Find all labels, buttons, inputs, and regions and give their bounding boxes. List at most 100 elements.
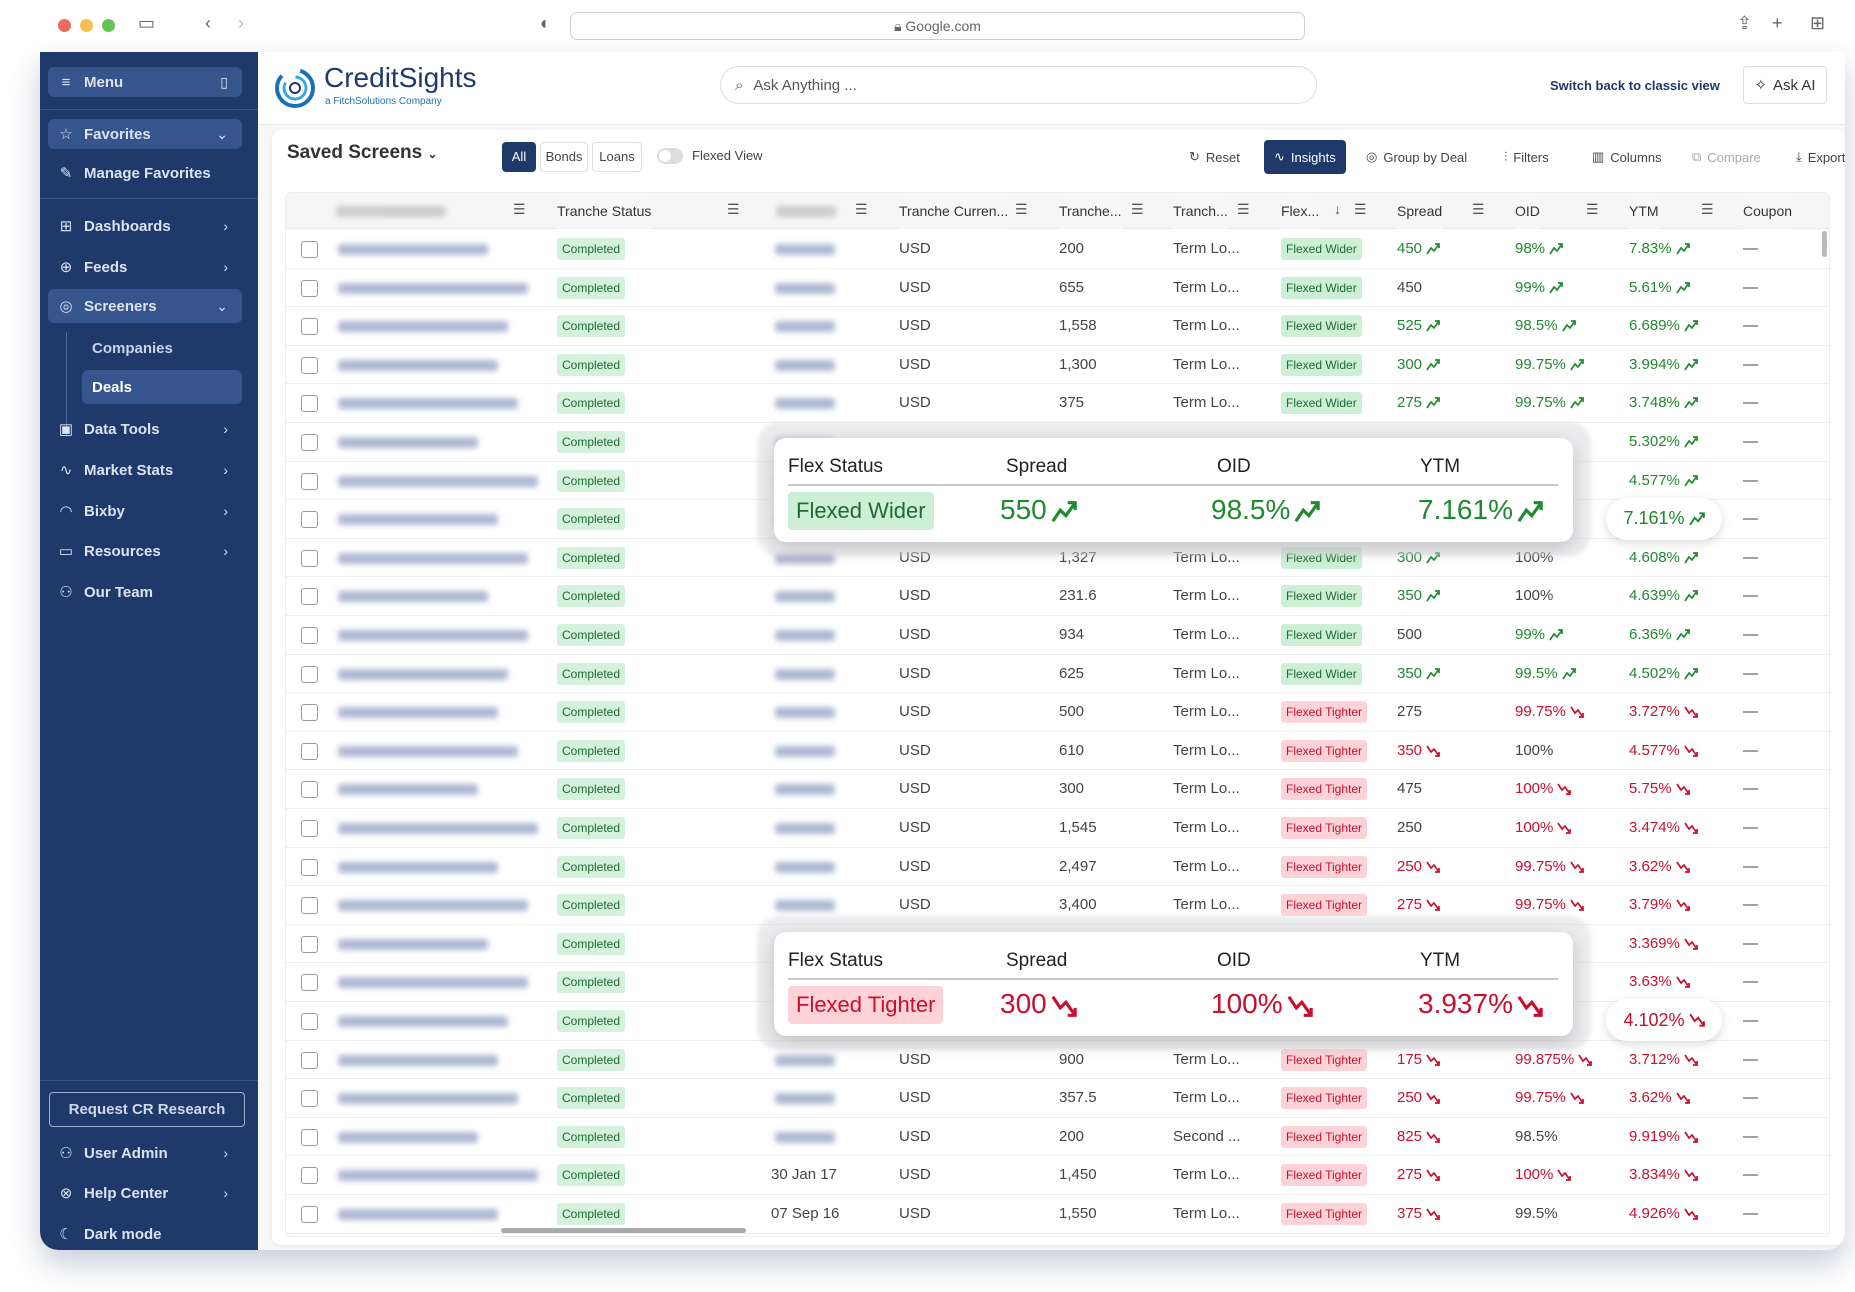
row-checkbox[interactable] (301, 1167, 318, 1185)
columns-button[interactable]: ▥ Columns (1592, 149, 1662, 165)
table-row[interactable]: Completed USD 500 Term Lo... Flexed Tighter 2… (286, 693, 1829, 732)
row-checkbox[interactable] (301, 781, 318, 799)
group-by-deal-button[interactable]: ◎ Group by Deal (1366, 149, 1468, 165)
filter-icon[interactable]: ☰ (1586, 201, 1599, 217)
column-header-tranche-currency[interactable]: Tranche Curren... (899, 193, 1009, 229)
vertical-scrollbar[interactable] (1822, 231, 1827, 257)
filter-icon[interactable]: ☰ (727, 201, 740, 217)
new-tab-icon[interactable]: + (1772, 13, 1783, 33)
sort-descending-icon[interactable]: ↓ (1334, 201, 1341, 217)
table-row[interactable]: Completed USD 200 Second ... Flexed Tighter 8… (286, 1118, 1829, 1157)
sidebar-item-screeners[interactable]: ◎ Screeners ⌄ (48, 289, 242, 323)
table-row[interactable]: Completed USD 610 Term Lo... Flexed Tighter 3… (286, 732, 1829, 771)
row-checkbox[interactable] (301, 897, 318, 915)
column-header-coupon[interactable]: Coupon (1743, 193, 1793, 229)
sidebar-item-help-center[interactable]: ⊗ Help Center › (59, 1184, 228, 1203)
column-header-oid[interactable]: OID (1515, 193, 1540, 229)
row-checkbox[interactable] (301, 356, 318, 374)
filter-icon[interactable]: ☰ (1354, 201, 1367, 217)
row-checkbox[interactable] (301, 627, 318, 644)
filter-icon[interactable]: ☰ (513, 201, 526, 217)
table-row[interactable]: Completed USD 1,558 Term Lo... Flexed Wider 5… (286, 307, 1829, 346)
row-checkbox[interactable] (301, 1090, 318, 1108)
forward-icon[interactable]: › (238, 13, 244, 33)
switch-classic-view-link[interactable]: Switch back to classic view (1550, 78, 1720, 93)
row-checkbox[interactable] (301, 1128, 318, 1146)
compare-button[interactable]: ⧉ Compare (1692, 149, 1761, 165)
row-checkbox[interactable] (301, 1013, 318, 1030)
table-row[interactable]: Completed 30 Jan 17 USD 1,450 Term Lo... Flex… (286, 1156, 1829, 1195)
row-checkbox[interactable] (301, 704, 318, 722)
sidebar-item-user-admin[interactable]: ⚇ User Admin › (59, 1144, 228, 1163)
sidebar-item-manage-favorites[interactable]: ✎ Manage Favorites (59, 164, 211, 183)
minimize-window-button[interactable] (80, 19, 93, 32)
column-header-spread[interactable]: Spread (1397, 193, 1443, 229)
table-row[interactable]: Completed 07 Sep 16 USD 1,550 Term Lo... Flex… (286, 1195, 1829, 1234)
column-header-ytm[interactable]: YTM (1629, 193, 1659, 229)
reset-button[interactable]: ↻ Reset (1189, 149, 1240, 165)
table-row[interactable]: Completed USD 900 Term Lo... Flexed Tighter 1… (286, 1041, 1829, 1080)
export-button[interactable]: ⤓ Export (1796, 149, 1845, 165)
table-row[interactable]: Completed USD 625 Term Lo... Flexed Wider 350… (286, 655, 1829, 694)
ask-ai-button[interactable]: ✧ Ask AI (1743, 66, 1827, 104)
share-icon[interactable]: ⇪ (1737, 13, 1753, 33)
table-row[interactable]: Completed USD 655 Term Lo... Flexed Wider 450… (286, 269, 1829, 308)
collapse-sidebar-icon[interactable]: ▯ (220, 73, 228, 90)
sidebar-item-dashboards[interactable]: ⊞ Dashboards › (59, 217, 228, 236)
row-checkbox[interactable] (301, 395, 318, 413)
close-window-button[interactable] (58, 19, 71, 32)
table-row[interactable]: Completed USD 1,545 Term Lo... Flexed Tighte… (286, 809, 1829, 848)
filter-icon[interactable]: ☰ (1701, 201, 1714, 217)
table-row[interactable]: Completed USD 934 Term Lo... Flexed Wider 500… (286, 616, 1829, 655)
creditsights-logo[interactable] (273, 66, 317, 115)
filters-button[interactable]: ⫶ Filters (1504, 149, 1549, 165)
request-cr-research-button[interactable]: Request CR Research (49, 1092, 245, 1127)
row-checkbox[interactable] (301, 665, 318, 683)
row-checkbox[interactable] (301, 588, 318, 606)
row-checkbox[interactable] (301, 1051, 318, 1069)
row-checkbox[interactable] (301, 511, 318, 529)
search-input[interactable]: ⌕ Ask Anything ... (720, 66, 1317, 104)
table-row[interactable]: Completed USD 200 Term Lo... Flexed Wider 450… (286, 230, 1829, 269)
table-row[interactable]: Completed USD 2,497 Term Lo... Flexed Tighte… (286, 848, 1829, 887)
horizontal-scrollbar[interactable] (501, 1228, 746, 1233)
table-row[interactable]: Completed USD 375 Term Lo... Flexed Wider 275… (286, 384, 1829, 423)
row-checkbox[interactable] (301, 472, 318, 490)
address-bar[interactable]: 🔒︎ Google.com (570, 12, 1305, 40)
filter-all-tab[interactable]: All (502, 142, 536, 172)
sidebar-item-favorites[interactable]: ☆ Favorites ⌄ (48, 119, 242, 149)
filter-bonds-tab[interactable]: Bonds (540, 142, 588, 172)
sidebar-item-market-stats[interactable]: ∿ Market Stats › (59, 461, 228, 480)
sidebar-item-data-tools[interactable]: ▣ Data Tools › (58, 420, 228, 439)
row-checkbox[interactable] (301, 820, 318, 837)
row-checkbox[interactable] (301, 742, 318, 760)
back-icon[interactable]: ‹ (205, 13, 211, 33)
filter-icon[interactable]: ☰ (1237, 201, 1250, 217)
row-checkbox[interactable] (301, 935, 318, 953)
sidebar-toggle-icon[interactable]: ▭ (138, 13, 156, 33)
row-checkbox[interactable] (301, 549, 318, 567)
table-row[interactable]: Completed USD 1,300 Term Lo... Flexed Wider 3… (286, 346, 1829, 385)
saved-screens-dropdown[interactable]: Saved Screens ⌄ (287, 142, 438, 163)
column-header-tranche-status[interactable]: Tranche Status (557, 193, 652, 229)
column-header-tranche-type[interactable]: Tranch... (1173, 193, 1228, 229)
filter-icon[interactable]: ☰ (855, 201, 868, 217)
sidebar-subitem-deals[interactable]: Deals (82, 370, 242, 404)
table-row[interactable]: Completed USD 357.5 Term Lo... Flexed Tighte… (286, 1079, 1829, 1118)
menu-button[interactable]: ≡ Menu ▯ (48, 67, 242, 97)
row-checkbox[interactable] (301, 241, 318, 258)
row-checkbox[interactable] (301, 434, 318, 451)
dark-mode-toggle[interactable]: ☾ Dark mode (59, 1225, 162, 1244)
flexed-view-toggle[interactable] (657, 148, 683, 164)
insights-button[interactable]: ∿ Insights (1264, 140, 1346, 174)
column-header-tranche-amount[interactable]: Tranche... (1059, 193, 1122, 229)
filter-icon[interactable]: ☰ (1472, 201, 1485, 217)
row-checkbox[interactable] (301, 318, 318, 336)
sidebar-item-resources[interactable]: ▭ Resources › (58, 542, 228, 561)
row-checkbox[interactable] (301, 1206, 318, 1223)
tab-overview-icon[interactable]: ⊞ (1810, 13, 1826, 33)
filter-icon[interactable]: ☰ (1131, 201, 1144, 217)
column-header-flex-status[interactable]: Flex... (1281, 193, 1320, 229)
filter-loans-tab[interactable]: Loans (592, 142, 642, 172)
row-checkbox[interactable] (301, 858, 318, 876)
